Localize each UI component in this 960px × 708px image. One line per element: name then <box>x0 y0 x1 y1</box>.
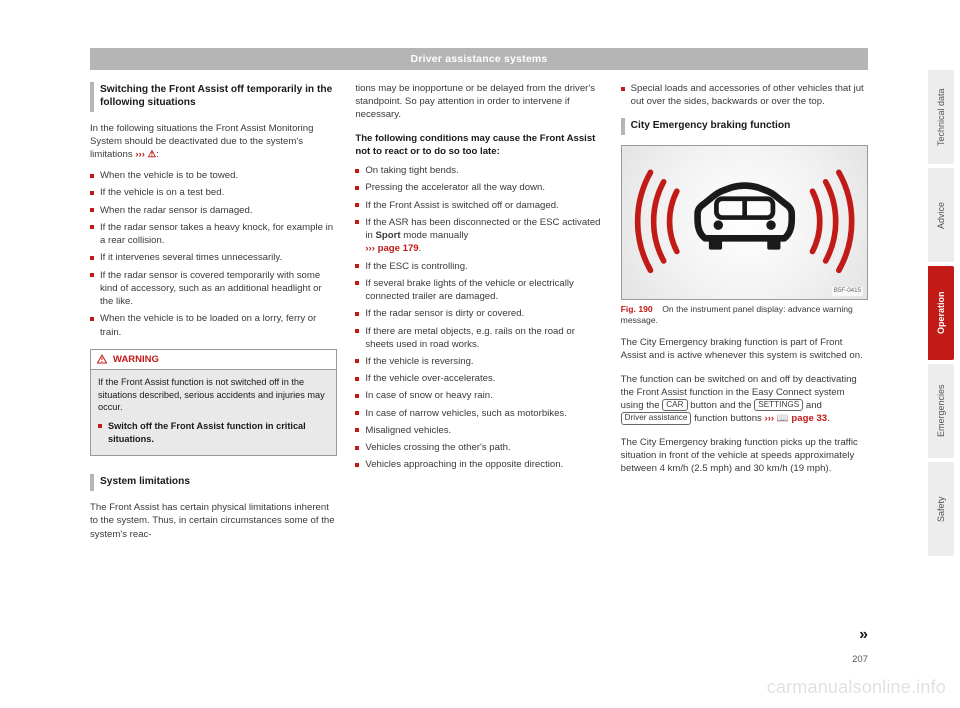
driver-assistance-pill: Driver assistance <box>621 412 692 424</box>
page-number: 207 <box>852 653 868 666</box>
list-item: Misaligned vehicles. <box>355 424 602 437</box>
list-item: In case of snow or heavy rain. <box>355 389 602 402</box>
intro-paragraph: In the following situations the Front As… <box>90 122 337 162</box>
list-item: If there are metal objects, e.g. rails o… <box>355 325 602 351</box>
list-item: If the ESC is controlling. <box>355 260 602 273</box>
list-item: When the vehicle is to be loaded on a lo… <box>90 312 337 338</box>
column-2: tions may be inopportune or be delayed f… <box>355 82 602 668</box>
list-item: On taking tight bends. <box>355 164 602 177</box>
list-text: . <box>419 243 422 254</box>
crossref-icon: ››› <box>135 149 145 160</box>
list-item: Vehicles approaching in the opposite dir… <box>355 458 602 471</box>
figure: B5F-0415 Fig. 190 On the instrument pane… <box>621 145 868 326</box>
body-paragraph: The Front Assist has certain physical li… <box>90 501 337 541</box>
section-title: Switching the Front Assist off temporari… <box>90 82 337 112</box>
list-item: If the radar sensor is covered temporari… <box>90 269 337 309</box>
lead-paragraph: The following conditions may cause the F… <box>355 132 602 158</box>
section-title: City Emergency braking function <box>621 118 868 135</box>
body-text: . <box>827 413 830 424</box>
list-item: In case of narrow vehicles, such as moto… <box>355 407 602 420</box>
list-item: If the vehicle is reversing. <box>355 355 602 368</box>
side-tabs: Technical data Advice Operation Emergenc… <box>928 70 954 556</box>
content-columns: Switching the Front Assist off temporari… <box>90 70 868 668</box>
body-text: function buttons <box>691 413 764 424</box>
figure-code: B5F-0415 <box>832 287 863 296</box>
intro-colon: : <box>156 149 159 160</box>
list-item: Special loads and accessories of other v… <box>621 82 868 108</box>
list-item: If several brake lights of the vehicle o… <box>355 277 602 303</box>
list-item: If the Front Assist is switched off or d… <box>355 199 602 212</box>
body-paragraph: The City Emergency braking function is p… <box>621 336 868 362</box>
figure-caption: Fig. 190 On the instrument panel display… <box>621 304 868 326</box>
manual-page: Driver assistance systems Switching the … <box>90 48 868 668</box>
crossref-page: page 33 <box>791 413 827 424</box>
warning-label: WARNING <box>113 353 159 366</box>
section-header: Driver assistance systems <box>90 48 868 70</box>
list-item: When the vehicle is to be towed. <box>90 169 337 182</box>
column-1: Switching the Front Assist off temporari… <box>90 82 337 668</box>
list-item: If the vehicle over-accelerates. <box>355 372 602 385</box>
warning-bullet: Switch off the Front Assist function in … <box>98 420 329 445</box>
body-text: button and the <box>688 400 755 411</box>
list-item: If the vehicle is on a test bed. <box>90 186 337 199</box>
list-item: Vehicles crossing the other's path. <box>355 441 602 454</box>
figure-image: B5F-0415 <box>621 145 868 300</box>
bullet-list: On taking tight bends. Pressing the acce… <box>355 164 602 471</box>
tab-emergencies[interactable]: Emergencies <box>928 364 954 458</box>
tab-operation[interactable]: Operation <box>928 266 954 360</box>
tab-advice[interactable]: Advice <box>928 168 954 262</box>
body-paragraph: The function can be switched on and off … <box>621 373 868 426</box>
intro-text: In the following situations the Front As… <box>90 123 313 160</box>
warning-triangle-icon <box>97 354 107 364</box>
car-warning-icon <box>622 146 867 299</box>
list-item: Pressing the accelerator all the way dow… <box>355 181 602 194</box>
section-title: System limitations <box>90 474 337 491</box>
list-item: When the radar sensor is damaged. <box>90 204 337 217</box>
bullet-list: Special loads and accessories of other v… <box>621 82 868 108</box>
warning-icon: ⚠ <box>145 149 156 160</box>
list-item: If the radar sensor takes a heavy knock,… <box>90 221 337 247</box>
warning-body: If the Front Assist function is not swit… <box>91 370 336 455</box>
continuation-icon: » <box>859 624 868 646</box>
settings-button-pill: SETTINGS <box>754 399 803 411</box>
list-item: If the ASR has been disconnected or the … <box>355 216 602 256</box>
figure-number: Fig. 190 <box>621 304 653 314</box>
warning-header: WARNING <box>91 350 336 370</box>
book-icon: 📖 <box>774 413 791 424</box>
car-button-pill: CAR <box>662 399 687 411</box>
warning-box: WARNING If the Front Assist function is … <box>90 349 337 457</box>
body-paragraph: tions may be inopportune or be delayed f… <box>355 82 602 122</box>
body-text: and <box>803 400 822 411</box>
watermark: carmanualsonline.info <box>767 677 946 698</box>
tab-technical-data[interactable]: Technical data <box>928 70 954 164</box>
crossref-link: ››› page 179 <box>365 243 418 254</box>
body-paragraph: The City Emergency braking function pick… <box>621 436 868 476</box>
column-3: Special loads and accessories of other v… <box>621 82 868 668</box>
warning-text: If the Front Assist function is not swit… <box>98 376 329 414</box>
bullet-list: When the vehicle is to be towed. If the … <box>90 169 337 339</box>
list-item: If it intervenes several times unnecessa… <box>90 251 337 264</box>
bold-word: Sport <box>375 230 400 241</box>
list-item: If the radar sensor is dirty or covered. <box>355 307 602 320</box>
list-text: mode manually <box>401 230 469 241</box>
section-header-title: Driver assistance systems <box>411 53 548 65</box>
crossref-icon: ››› <box>765 413 775 424</box>
tab-safety[interactable]: Safety <box>928 462 954 556</box>
